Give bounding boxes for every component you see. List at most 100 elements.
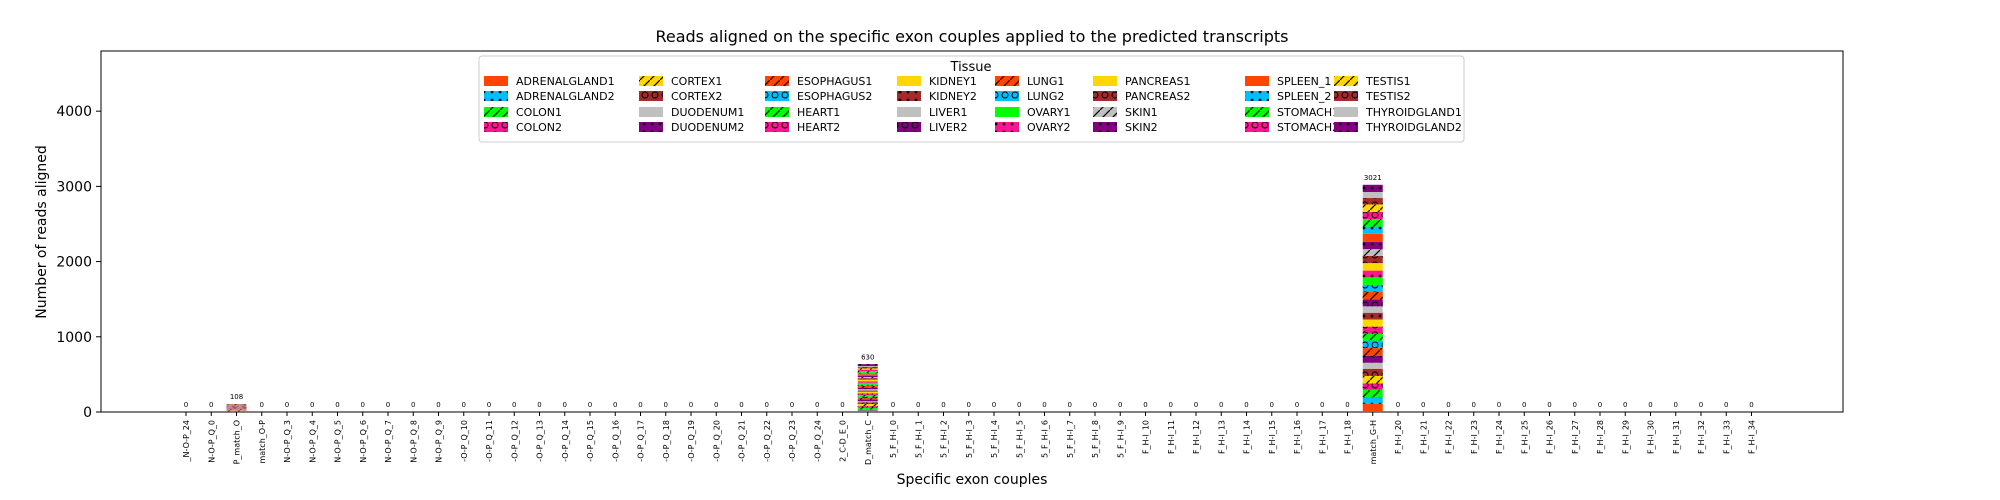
bar-total-label: 0 [1093, 401, 1097, 409]
bar-total-label: 0 [613, 401, 617, 409]
x-tick-label: N-O-P_Q_4 [308, 420, 317, 463]
x-tick-label: F_H-I_30 [1647, 420, 1656, 454]
legend-swatch-hatch [897, 91, 921, 101]
bar-segment-hatch [1362, 242, 1383, 250]
bar-total-label: 0 [588, 401, 592, 409]
bar-segment-ovary1 [1362, 277, 1383, 285]
bar-segment-hatch [857, 393, 878, 395]
bar-total-label: 0 [1270, 401, 1274, 409]
x-tick-label: match_O-P [258, 420, 267, 464]
bar-total-label: 0 [1068, 401, 1072, 409]
legend-label: PANCREAS2 [1125, 90, 1190, 103]
bar-segment-hatch [857, 381, 878, 383]
bar-segment-hatch [857, 398, 878, 400]
bar-total-label: 0 [1699, 401, 1703, 409]
x-tick-label: F_H-I_22 [1445, 420, 1454, 454]
legend-swatch-hatch [765, 76, 789, 86]
bar-segment-hatch [1362, 292, 1383, 300]
bar-total-label: 0 [1472, 401, 1476, 409]
chart-title: Reads aligned on the specific exon coupl… [655, 27, 1288, 46]
legend-label: HEART1 [797, 106, 840, 119]
bar-total-label: 0 [1674, 401, 1678, 409]
bar-segment-hatch [1362, 396, 1383, 404]
bar-total-label: 0 [714, 401, 718, 409]
bar-total-label: 0 [891, 401, 895, 409]
bar-segment-hatch [857, 386, 878, 388]
bar-total-label: 0 [1573, 401, 1577, 409]
legend-swatch [1334, 107, 1358, 117]
x-tick-label: -O-P_Q_24 [813, 420, 822, 462]
legend-label: LUNG1 [1027, 75, 1064, 88]
legend-swatch-hatch [639, 91, 663, 101]
legend-swatch [995, 107, 1019, 117]
legend-swatch-hatch [765, 107, 789, 117]
legend-label: THYROIDGLAND2 [1365, 121, 1462, 134]
x-tick-label: 5_F_H-I_2 [940, 420, 949, 458]
legend-label: THYROIDGLAND1 [1365, 106, 1462, 119]
legend-swatch [484, 76, 508, 86]
legend-swatch-hatch [995, 91, 1019, 101]
legend-label: DUODENUM1 [671, 106, 744, 119]
bar-total-label: 0 [1724, 401, 1728, 409]
x-tick-label: _N-O-P_24 [182, 420, 191, 463]
bar-total-label: 0 [1042, 401, 1046, 409]
bar-total-label: 0 [941, 401, 945, 409]
x-tick-label: 5_F_H-I_0 [889, 420, 898, 458]
x-tick-label: -O-P_Q_17 [637, 420, 646, 462]
legend-box [478, 55, 1465, 143]
bar-total-label: 0 [386, 401, 390, 409]
bar-segment-hatch [1362, 368, 1383, 376]
bar-total-label: 0 [1446, 401, 1450, 409]
bar-segment-hatch [1362, 333, 1383, 341]
bar-segment-hatch [1362, 255, 1383, 264]
bar-total-label: 0 [1118, 401, 1122, 409]
legend-swatch [897, 107, 921, 117]
legend-swatch-hatch [765, 122, 789, 132]
legend-label: ESOPHAGUS1 [797, 75, 872, 88]
bar-total-label: 0 [436, 401, 440, 409]
y-axis: 0 1000 2000 3000 4000 [56, 104, 101, 421]
legend-swatch-hatch [484, 107, 508, 117]
bar-segment-hatch [857, 375, 878, 378]
bar-total-label: 0 [1623, 401, 1627, 409]
legend-label: LUNG2 [1027, 90, 1064, 103]
bar-segment-hatch [857, 387, 878, 390]
legend-swatch-hatch [1093, 107, 1117, 117]
x-tick-label: F_H-I_13 [1217, 420, 1226, 454]
legend-label: KIDNEY2 [929, 90, 977, 103]
bar-segment-hatch [857, 369, 878, 372]
bar-segment-hatch [1362, 184, 1383, 193]
bar-segment-hatch [857, 409, 878, 411]
x-tick-label: F_H-I_21 [1419, 420, 1428, 454]
legend-swatch [1245, 76, 1269, 86]
legend-label: OVARY2 [1027, 121, 1070, 134]
legend-label: LIVER2 [929, 121, 968, 134]
x-tick-label: 5_F_H-I_6 [1041, 420, 1050, 458]
bar-segment-hatch [857, 394, 878, 397]
x-tick-label: D_match_C [864, 420, 873, 465]
bar-segment-hatch [1362, 219, 1383, 227]
legend-swatch-hatch [897, 122, 921, 132]
x-axis-label: Specific exon couples [897, 472, 1048, 488]
bar-total-label: 0 [310, 401, 314, 409]
x-tick-label: F_H-I_31 [1672, 420, 1681, 454]
x-tick-label: 5_F_H-I_4 [990, 420, 999, 458]
x-tick-label: -O-P_Q_23 [788, 420, 797, 462]
legend-label: LIVER1 [929, 106, 968, 119]
x-tick-label: -O-P_Q_20 [712, 420, 721, 462]
x-tick-label: F_H-I_24 [1495, 420, 1504, 454]
bar-segment-pancreas1 [857, 379, 878, 382]
bar-total-label: 0 [1017, 401, 1021, 409]
y-tick-label: 0 [83, 405, 92, 421]
bar-total-label: 0 [1143, 401, 1147, 409]
bar-segment-hatch [857, 384, 878, 387]
bar-total-label: 0 [1295, 401, 1299, 409]
x-tick-label: F_H-I_28 [1596, 420, 1605, 454]
bar-segment-adrenalgland1 [1362, 403, 1383, 412]
bar-total-label: 0 [765, 401, 769, 409]
legend-swatch-hatch [639, 122, 663, 132]
legend-swatch-hatch [1334, 76, 1358, 86]
x-tick-label: N-O-P_Q_9 [435, 420, 444, 463]
x-tick-label: N-O-P_Q_5 [334, 420, 343, 463]
